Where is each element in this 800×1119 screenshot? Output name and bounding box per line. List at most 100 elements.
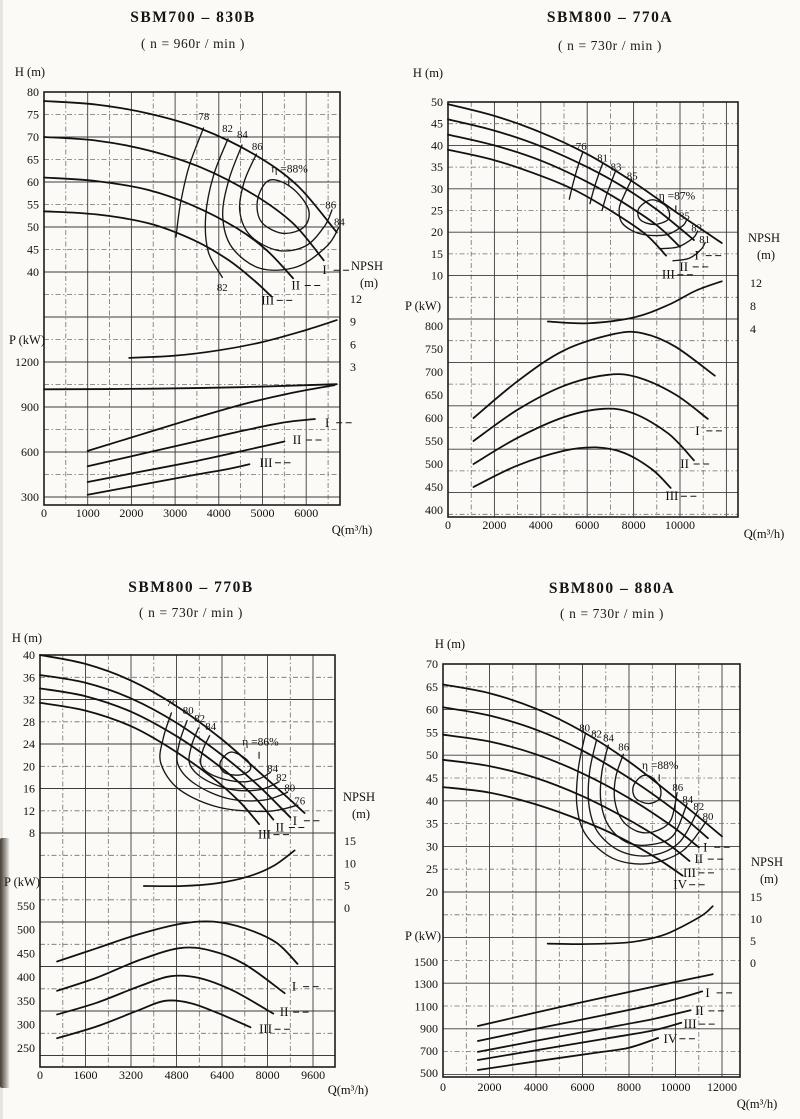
chart-title: SBM700 – 830B xyxy=(130,9,256,26)
svg-text:700: 700 xyxy=(425,365,443,379)
svg-text:500: 500 xyxy=(425,457,443,471)
svg-text:III: III xyxy=(260,455,273,470)
svg-text:NPSH: NPSH xyxy=(343,790,375,804)
svg-text:III: III xyxy=(684,1016,697,1031)
svg-text:4800: 4800 xyxy=(165,1068,189,1082)
npsh-curve xyxy=(546,280,723,325)
svg-text:84: 84 xyxy=(603,732,614,744)
svg-text:6: 6 xyxy=(350,337,356,351)
scan-artifact-band xyxy=(0,838,10,1088)
svg-text:I: I xyxy=(293,813,297,828)
svg-text:II: II xyxy=(280,1004,289,1019)
chart-subtitle: ( n = 730r / min ) xyxy=(560,606,664,621)
svg-text:2000: 2000 xyxy=(478,1080,502,1094)
pump-chart-sbm800-770a: SBM800 – 770A ( n = 730r / min ) 50 45 40 3… xyxy=(400,0,800,560)
pump-chart-sbm800-880a: SBM800 – 880A ( n = 730r / min ) 70 65 60 5… xyxy=(400,560,800,1119)
svg-text:40: 40 xyxy=(431,138,443,152)
svg-text:II: II xyxy=(275,819,284,834)
svg-text:15: 15 xyxy=(750,890,762,904)
svg-text:6000: 6000 xyxy=(294,506,318,520)
svg-text:40: 40 xyxy=(27,265,39,279)
svg-text:30: 30 xyxy=(431,182,443,196)
svg-text:5: 5 xyxy=(344,879,350,893)
svg-text:82: 82 xyxy=(276,772,287,784)
npsh-curve xyxy=(142,849,296,888)
svg-text:0: 0 xyxy=(37,1068,43,1082)
plot-frame xyxy=(43,91,341,506)
svg-text:350: 350 xyxy=(17,994,35,1008)
svg-text:1000: 1000 xyxy=(76,506,100,520)
svg-text:600: 600 xyxy=(425,411,443,425)
svg-text:10000: 10000 xyxy=(665,518,695,532)
svg-text:Q(m³/h): Q(m³/h) xyxy=(328,1083,369,1097)
chart-subtitle: ( n = 730r / min ) xyxy=(139,605,243,620)
svg-text:900: 900 xyxy=(21,400,39,414)
axis-tick-labels: 80 75 70 65 60 55 50 45 40 1200 900 600 300 12 9 6 3 0 100… xyxy=(15,85,362,520)
svg-text:750: 750 xyxy=(425,342,443,356)
svg-text:II: II xyxy=(293,432,302,447)
svg-text:70: 70 xyxy=(27,130,39,144)
svg-text:I: I xyxy=(322,262,326,277)
svg-text:I: I xyxy=(325,415,329,430)
svg-text:H (m): H (m) xyxy=(435,637,465,651)
svg-text:550: 550 xyxy=(425,434,443,448)
svg-text:1200: 1200 xyxy=(15,355,39,369)
svg-text:8: 8 xyxy=(29,826,35,840)
svg-text:NPSH: NPSH xyxy=(751,855,783,869)
svg-text:45: 45 xyxy=(431,117,443,131)
svg-text:82: 82 xyxy=(194,713,205,725)
svg-text:Q(m³/h): Q(m³/h) xyxy=(744,527,785,541)
svg-text:24: 24 xyxy=(23,737,35,751)
svg-text:25: 25 xyxy=(431,204,443,218)
svg-text:12: 12 xyxy=(23,804,35,818)
svg-text:250: 250 xyxy=(17,1041,35,1055)
svg-text:3: 3 xyxy=(350,360,356,374)
svg-text:82: 82 xyxy=(591,729,602,741)
svg-text:900: 900 xyxy=(420,1022,438,1036)
pump-curve-chart-svg: 7065605550454035302520150013001100900700… xyxy=(405,637,783,1111)
svg-text:86: 86 xyxy=(252,141,263,153)
svg-text:500: 500 xyxy=(17,923,35,937)
chart-subtitle: ( n = 730r / min ) xyxy=(558,38,662,53)
svg-text:84: 84 xyxy=(237,129,248,141)
svg-text:650: 650 xyxy=(425,388,443,402)
pump-chart-sbm700-830b: SBM700 – 830B ( n = 960r / min ) 80 75 70 6… xyxy=(0,0,400,560)
axis-tick-labels: 7065605550454035302520150013001100900700… xyxy=(414,657,762,1094)
chart-title: SBM800 – 880A xyxy=(548,580,676,597)
svg-text:35: 35 xyxy=(426,817,438,831)
svg-text:1500: 1500 xyxy=(414,955,438,969)
svg-text:η =86%: η =86% xyxy=(242,736,279,748)
svg-text:81: 81 xyxy=(597,152,608,164)
svg-text:80: 80 xyxy=(27,85,39,99)
svg-text:82: 82 xyxy=(693,801,704,813)
svg-text:(m): (m) xyxy=(757,248,775,262)
svg-text:15: 15 xyxy=(344,834,356,848)
svg-text:25: 25 xyxy=(426,862,438,876)
svg-text:86: 86 xyxy=(325,199,336,211)
svg-text:450: 450 xyxy=(17,946,35,960)
svg-text:84: 84 xyxy=(682,794,693,806)
svg-text:H (m): H (m) xyxy=(12,631,42,645)
npsh-curve xyxy=(128,319,338,359)
svg-text:0: 0 xyxy=(41,506,47,520)
svg-text:P (kW): P (kW) xyxy=(9,333,45,347)
axis-name-labels: H (m) P (kW) NPSH (m) Q(m³/h) xyxy=(405,637,783,1111)
svg-text:9: 9 xyxy=(350,315,356,329)
svg-text:55: 55 xyxy=(27,198,39,212)
svg-text:II: II xyxy=(695,1003,704,1018)
svg-text:II: II xyxy=(680,456,689,471)
page-edge-shadow xyxy=(0,0,3,1119)
svg-text:80: 80 xyxy=(183,705,194,717)
svg-text:10: 10 xyxy=(431,269,443,283)
svg-text:75: 75 xyxy=(27,108,39,122)
axis-name-labels: H (m) P (kW) NPSH (m) Q(m³/h) xyxy=(9,65,383,537)
svg-text:86: 86 xyxy=(618,741,629,753)
pump-chart-sbm800-770b: SBM800 – 770B ( n = 730r / min ) 40 36 32 2… xyxy=(0,560,400,1119)
svg-text:0: 0 xyxy=(445,518,451,532)
svg-text:NPSH: NPSH xyxy=(748,231,780,245)
